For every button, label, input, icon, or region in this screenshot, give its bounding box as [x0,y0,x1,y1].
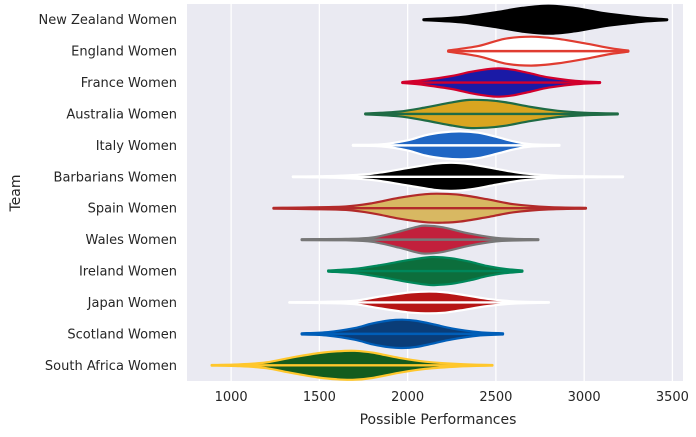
y-tick-label: France Women [81,76,177,91]
x-tick-label: 1000 [215,390,248,405]
x-axis-title: Possible Performances [360,412,517,428]
violin-6 [272,192,588,224]
violin-1 [447,35,630,67]
y-tick-label: Italy Women [96,139,177,154]
y-tick-label: England Women [71,45,177,60]
x-tick-label: 2500 [479,390,512,405]
y-tick-label: Wales Women [86,233,177,248]
y-tick-label: Ireland Women [79,265,177,280]
violin-7 [300,224,540,255]
y-tick-label: South Africa Women [45,359,177,374]
x-tick-labels: 1000 1500 2000 2500 3000 3500 [215,390,689,405]
x-tick-label: 3500 [656,390,689,405]
violin-8 [327,255,524,287]
grid-lines [230,4,674,381]
x-tick-label: 2000 [391,390,424,405]
violin-10 [300,318,505,350]
violin-2 [401,67,602,98]
y-tick-label: Australia Women [66,107,177,122]
y-tick-label: New Zealand Women [38,13,177,28]
y-tick-label: Spain Women [88,202,177,217]
violin-9 [288,290,551,315]
plot-background [187,4,683,381]
violins [210,4,669,381]
y-tick-labels: New Zealand Women England Women France Wom… [38,13,177,374]
y-axis-title: Team [8,174,24,212]
x-tick-label: 3000 [568,390,601,405]
violin-11 [210,349,494,381]
violin-0 [422,4,669,35]
violin-5 [291,161,625,192]
violin-4 [351,130,561,161]
x-tick-label: 1500 [303,390,336,405]
y-tick-label: Barbarians Women [54,170,177,185]
violin-3 [364,98,619,130]
y-tick-label: Scotland Women [67,327,177,342]
y-tick-label: Japan Women [87,296,177,311]
